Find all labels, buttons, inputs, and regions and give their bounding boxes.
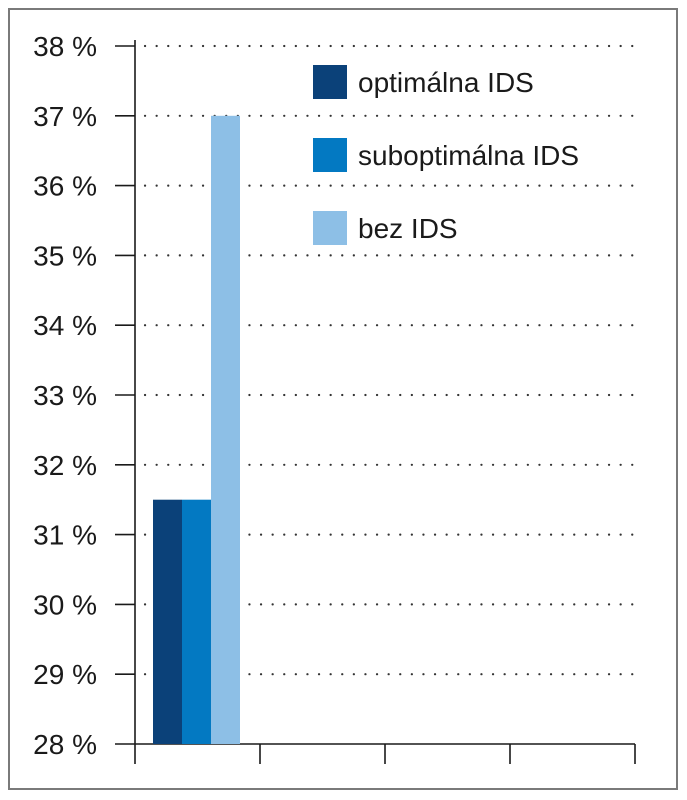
y-tick-label: 35 % xyxy=(33,240,97,271)
y-tick-label: 36 % xyxy=(33,171,97,202)
y-tick-label: 31 % xyxy=(33,520,97,551)
y-tick-label: 28 % xyxy=(33,729,97,760)
y-tick-label: 37 % xyxy=(33,101,97,132)
y-tick-label: 29 % xyxy=(33,659,97,690)
y-tick-label: 33 % xyxy=(33,380,97,411)
legend: optimálna IDS suboptimálna IDS bez IDS xyxy=(313,65,579,245)
legend-swatch xyxy=(313,211,347,245)
legend-swatch xyxy=(313,138,347,172)
bars xyxy=(153,115,240,745)
y-tick-label: 34 % xyxy=(33,310,97,341)
legend-label: suboptimálna IDS xyxy=(358,140,579,171)
bar-chart: 28 % 29 % 30 % 31 % 32 % 33 % 34 % 35 % 36 % 37 %… xyxy=(33,31,637,764)
y-tick-label: 32 % xyxy=(33,450,97,481)
legend-label: optimálna IDS xyxy=(358,67,534,98)
bar-0 xyxy=(153,499,182,744)
y-tick-labels: 28 % 29 % 30 % 31 % 32 % 33 % 34 % 35 % 36 % 37 %… xyxy=(33,31,97,760)
bar-2 xyxy=(211,115,240,745)
legend-label: bez IDS xyxy=(358,213,458,244)
y-tick-label: 38 % xyxy=(33,31,97,62)
y-tick-label: 30 % xyxy=(33,589,97,620)
bar-1 xyxy=(182,499,211,744)
legend-swatch xyxy=(313,65,347,99)
chart-frame: 28 % 29 % 30 % 31 % 32 % 33 % 34 % 35 % 36 % 37 %… xyxy=(8,8,678,790)
